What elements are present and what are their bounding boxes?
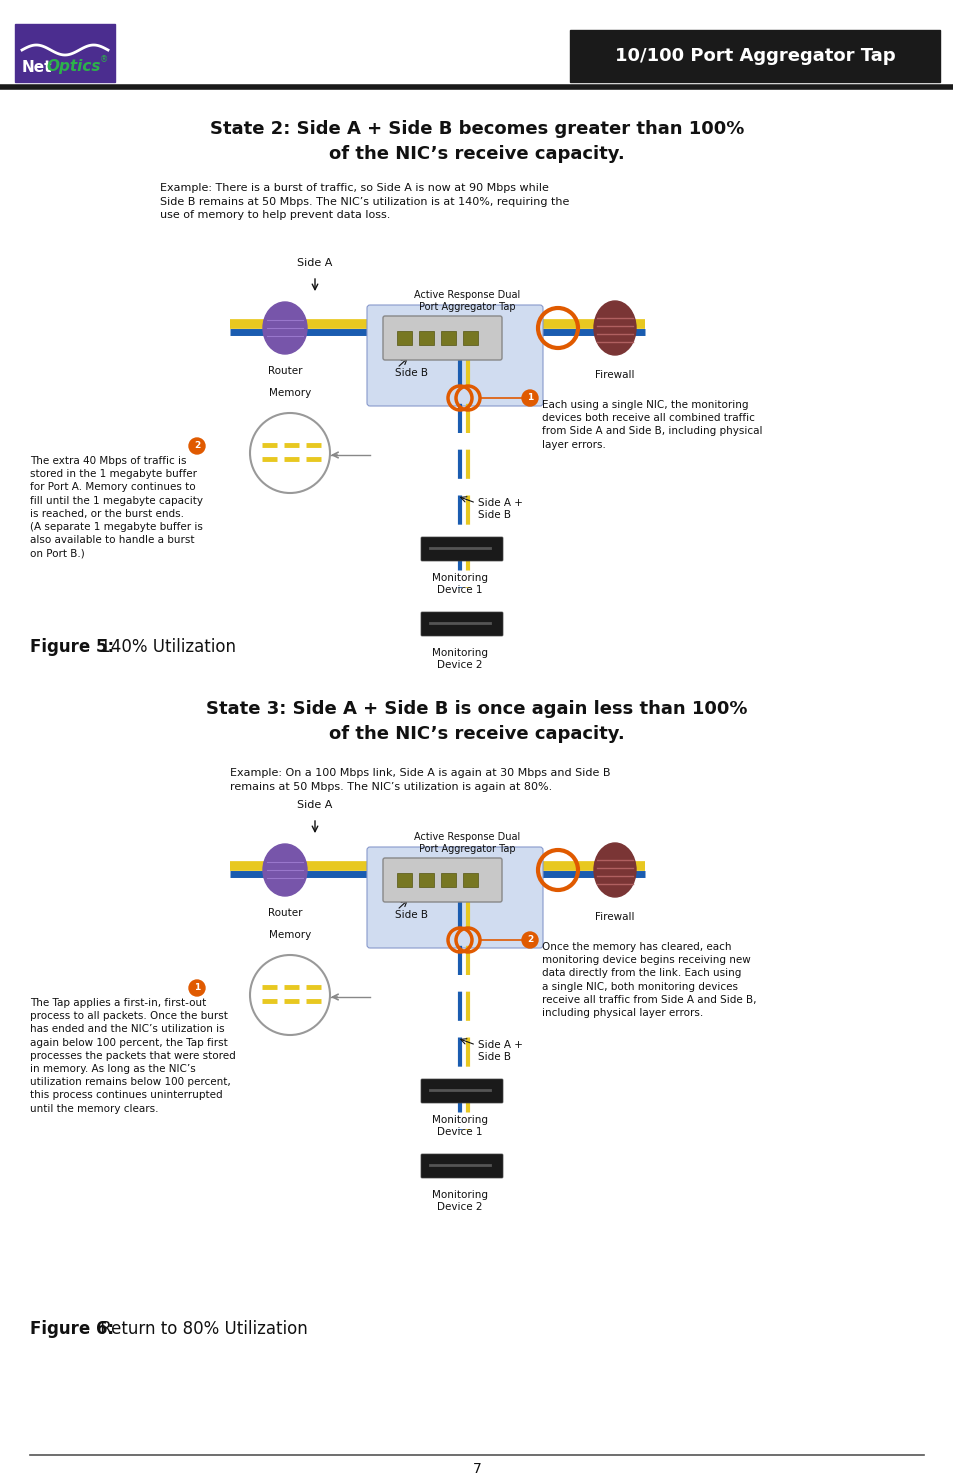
Text: Side A: Side A [297, 799, 333, 810]
Text: Side A +
Side B: Side A + Side B [477, 1040, 522, 1062]
Text: Firewall: Firewall [595, 912, 634, 922]
Text: 7: 7 [472, 1462, 481, 1475]
FancyBboxPatch shape [367, 847, 542, 948]
Circle shape [521, 389, 537, 406]
Text: 2: 2 [193, 441, 200, 450]
Text: 2: 2 [526, 935, 533, 944]
Text: Side B: Side B [395, 367, 428, 378]
Bar [462, 873, 477, 886]
FancyBboxPatch shape [420, 1080, 502, 1103]
Text: Firewall: Firewall [595, 370, 634, 381]
FancyBboxPatch shape [367, 305, 542, 406]
Text: Net: Net [22, 59, 52, 75]
Text: Figure 5:: Figure 5: [30, 639, 114, 656]
Text: Memory: Memory [269, 931, 311, 940]
Bar [396, 873, 412, 886]
Text: Router: Router [268, 366, 302, 376]
FancyBboxPatch shape [420, 612, 502, 636]
FancyBboxPatch shape [382, 316, 501, 360]
Bar [569, 30, 939, 83]
Circle shape [189, 979, 205, 996]
Text: Monitoring
Device 1: Monitoring Device 1 [432, 1115, 488, 1137]
Ellipse shape [263, 844, 307, 895]
Text: 1: 1 [526, 394, 533, 403]
Text: Side A: Side A [297, 258, 333, 268]
Ellipse shape [594, 301, 636, 355]
Bar [440, 873, 456, 886]
Text: State 3: Side A + Side B is once again less than 100%
of the NIC’s receive capac: State 3: Side A + Side B is once again l… [206, 701, 747, 743]
Ellipse shape [594, 844, 636, 897]
Text: Example: On a 100 Mbps link, Side A is again at 30 Mbps and Side B
remains at 50: Example: On a 100 Mbps link, Side A is a… [230, 768, 610, 792]
Text: Return to 80% Utilization: Return to 80% Utilization [95, 1320, 308, 1338]
FancyBboxPatch shape [420, 537, 502, 560]
Text: ®: ® [100, 56, 108, 65]
Text: Figure 6:: Figure 6: [30, 1320, 114, 1338]
Text: Side B: Side B [395, 910, 428, 920]
Text: 1: 1 [193, 984, 200, 993]
Circle shape [250, 413, 330, 493]
Circle shape [250, 954, 330, 1035]
Text: Active Response Dual
Port Aggregator Tap: Active Response Dual Port Aggregator Tap [414, 291, 520, 313]
Text: Monitoring
Device 1: Monitoring Device 1 [432, 572, 488, 596]
Circle shape [521, 932, 537, 948]
Text: Monitoring
Device 2: Monitoring Device 2 [432, 648, 488, 671]
Text: Memory: Memory [269, 388, 311, 398]
FancyBboxPatch shape [420, 1153, 502, 1179]
Bar [15, 24, 115, 83]
Text: The Tap applies a first-in, first-out
process to all packets. Once the burst
has: The Tap applies a first-in, first-out pr… [30, 999, 235, 1114]
Text: Example: There is a burst of traffic, so Side A is now at 90 Mbps while
Side B r: Example: There is a burst of traffic, so… [160, 183, 569, 220]
Text: 10/100 Port Aggregator Tap: 10/100 Port Aggregator Tap [614, 47, 894, 65]
Bar [418, 873, 434, 886]
Bar [462, 330, 477, 345]
Text: Each using a single NIC, the monitoring
devices both receive all combined traffi: Each using a single NIC, the monitoring … [541, 400, 761, 450]
Text: Monitoring
Device 2: Monitoring Device 2 [432, 1190, 488, 1212]
Text: The extra 40 Mbps of traffic is
stored in the 1 megabyte buffer
for Port A. Memo: The extra 40 Mbps of traffic is stored i… [30, 456, 203, 559]
Text: 140% Utilization: 140% Utilization [95, 639, 235, 656]
Ellipse shape [263, 302, 307, 354]
Bar [440, 330, 456, 345]
Text: State 2: Side A + Side B becomes greater than 100%
of the NIC’s receive capacity: State 2: Side A + Side B becomes greater… [210, 119, 743, 164]
Circle shape [189, 438, 205, 454]
Text: Active Response Dual
Port Aggregator Tap: Active Response Dual Port Aggregator Tap [414, 832, 520, 854]
FancyBboxPatch shape [382, 858, 501, 903]
Text: Router: Router [268, 909, 302, 917]
Bar [418, 330, 434, 345]
Bar [396, 330, 412, 345]
Text: Optics: Optics [46, 59, 100, 75]
Text: Once the memory has cleared, each
monitoring device begins receiving new
data di: Once the memory has cleared, each monito… [541, 943, 756, 1018]
Text: Side A +
Side B: Side A + Side B [477, 499, 522, 521]
